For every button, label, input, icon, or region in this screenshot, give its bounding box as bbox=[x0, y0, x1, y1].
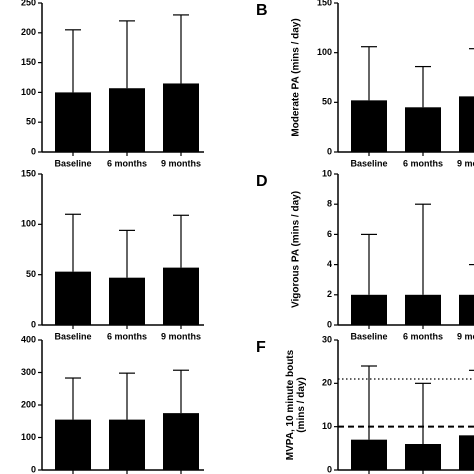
bar bbox=[405, 444, 441, 470]
panel-letter: F bbox=[256, 339, 266, 356]
bar bbox=[109, 88, 145, 152]
y-tick-label: 100 bbox=[21, 87, 36, 97]
y-tick-label: 100 bbox=[21, 432, 36, 442]
y-tick-label: 250 bbox=[21, 0, 36, 7]
panel: 0 50 100 150 200 250 Baseline 6 months 9 months bbox=[21, 0, 204, 168]
x-tick-label: 6 months bbox=[403, 331, 443, 341]
y-tick-label: 0 bbox=[31, 464, 36, 474]
panel: D Vigorous PA (mins / day) 0 2 4 6 8 10 Baseline… bbox=[256, 168, 474, 341]
bar bbox=[109, 419, 145, 470]
bar bbox=[55, 92, 91, 152]
panel-letter: B bbox=[256, 2, 268, 19]
y-tick-label: 4 bbox=[327, 259, 332, 269]
y-tick-label: 2 bbox=[327, 289, 332, 299]
bar bbox=[351, 294, 387, 325]
y-tick-label: 20 bbox=[322, 378, 332, 388]
y-tick-label: 0 bbox=[327, 464, 332, 474]
y-tick-label: 150 bbox=[317, 0, 332, 7]
panel: F MVPA, 10 minute bouts (mins / day) 0 10 20 3… bbox=[256, 334, 474, 474]
x-tick-label: Baseline bbox=[350, 158, 387, 168]
bar bbox=[163, 83, 199, 152]
bar bbox=[405, 107, 441, 152]
x-tick-label: 9 months bbox=[457, 331, 474, 341]
panel: 0 50 100 150 Baseline 6 months 9 months bbox=[21, 168, 204, 341]
panel-letter: D bbox=[256, 173, 268, 190]
bar bbox=[55, 419, 91, 470]
x-tick-label: Baseline bbox=[54, 331, 91, 341]
bar bbox=[459, 96, 474, 152]
bar bbox=[459, 435, 474, 470]
bar bbox=[109, 277, 145, 325]
x-tick-label: 9 months bbox=[161, 158, 201, 168]
y-tick-label: 300 bbox=[21, 367, 36, 377]
bar bbox=[163, 413, 199, 470]
bar bbox=[459, 294, 474, 325]
x-tick-label: 6 months bbox=[107, 331, 147, 341]
bar bbox=[163, 267, 199, 325]
y-tick-label: 0 bbox=[327, 146, 332, 156]
y-axis-label: Moderate PA (mins / day) bbox=[291, 18, 302, 136]
y-tick-label: 100 bbox=[21, 219, 36, 229]
y-tick-label: 0 bbox=[327, 319, 332, 329]
bar bbox=[405, 294, 441, 325]
y-tick-label: 400 bbox=[21, 334, 36, 344]
x-tick-label: Baseline bbox=[54, 158, 91, 168]
y-tick-label: 150 bbox=[21, 168, 36, 178]
y-tick-label: 10 bbox=[322, 168, 332, 178]
y-axis-label: (mins / day) bbox=[296, 377, 307, 433]
x-tick-label: 6 months bbox=[107, 158, 147, 168]
y-tick-label: 8 bbox=[327, 199, 332, 209]
y-tick-label: 10 bbox=[322, 421, 332, 431]
bar bbox=[351, 100, 387, 152]
y-axis-label: Vigorous PA (mins / day) bbox=[291, 191, 302, 308]
x-tick-label: 6 months bbox=[403, 158, 443, 168]
y-tick-label: 150 bbox=[21, 57, 36, 67]
y-tick-label: 0 bbox=[31, 319, 36, 329]
y-tick-label: 200 bbox=[21, 27, 36, 37]
x-tick-label: 9 months bbox=[161, 331, 201, 341]
panel: 0 100 200 300 400 Baseline 6 months 9 months bbox=[21, 334, 204, 474]
y-tick-label: 50 bbox=[322, 97, 332, 107]
y-axis-label: MVPA, 10 minute bouts bbox=[285, 349, 296, 460]
y-tick-label: 100 bbox=[317, 47, 332, 57]
y-tick-label: 30 bbox=[322, 334, 332, 344]
y-tick-label: 50 bbox=[26, 117, 36, 127]
y-tick-label: 200 bbox=[21, 399, 36, 409]
y-tick-label: 6 bbox=[327, 229, 332, 239]
bar bbox=[351, 439, 387, 470]
panel: B Moderate PA (mins / day) 0 50 100 150 Baseli… bbox=[256, 0, 474, 168]
y-tick-label: 50 bbox=[26, 269, 36, 279]
bar bbox=[55, 271, 91, 325]
y-tick-label: 0 bbox=[31, 146, 36, 156]
x-tick-label: Baseline bbox=[350, 331, 387, 341]
x-tick-label: 9 months bbox=[457, 158, 474, 168]
